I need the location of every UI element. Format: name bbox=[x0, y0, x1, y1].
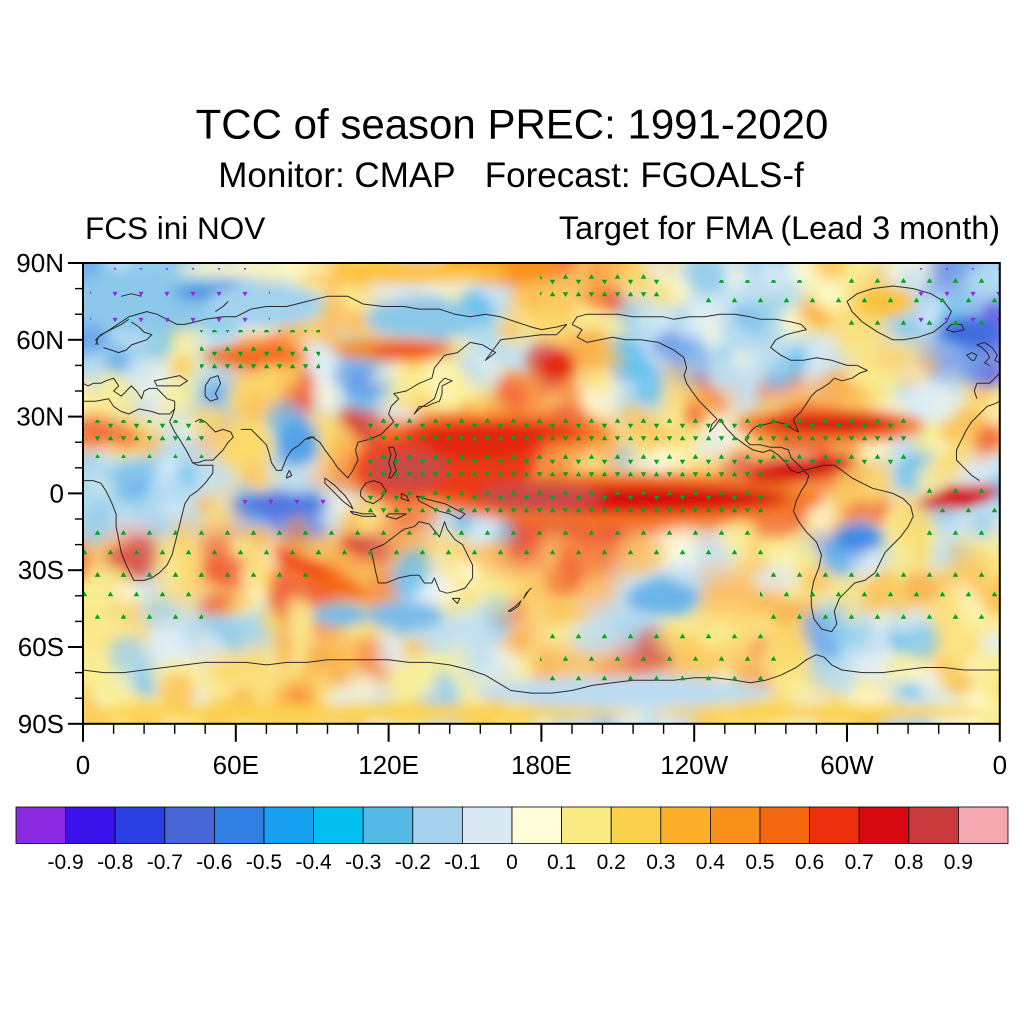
svg-text:-0.8: -0.8 bbox=[97, 851, 133, 874]
svg-text:30N: 30N bbox=[16, 402, 64, 432]
svg-text:-0.3: -0.3 bbox=[345, 851, 381, 874]
svg-text:60S: 60S bbox=[18, 632, 64, 662]
svg-text:0.3: 0.3 bbox=[646, 851, 675, 874]
svg-text:FCS ini NOV: FCS ini NOV bbox=[85, 210, 265, 246]
svg-text:120E: 120E bbox=[358, 750, 419, 780]
svg-text:-0.1: -0.1 bbox=[444, 851, 480, 874]
svg-text:30S: 30S bbox=[18, 555, 64, 585]
svg-text:0: 0 bbox=[993, 750, 1007, 780]
svg-text:0.9: 0.9 bbox=[944, 851, 973, 874]
svg-text:0: 0 bbox=[506, 851, 518, 874]
svg-text:120W: 120W bbox=[660, 750, 728, 780]
svg-text:0.2: 0.2 bbox=[597, 851, 626, 874]
svg-text:-0.5: -0.5 bbox=[246, 851, 282, 874]
svg-text:0.7: 0.7 bbox=[845, 851, 874, 874]
svg-text:-0.7: -0.7 bbox=[147, 851, 183, 874]
svg-text:-0.2: -0.2 bbox=[395, 851, 431, 874]
svg-text:60W: 60W bbox=[820, 750, 874, 780]
svg-text:TCC of season PREC: 1991-2020: TCC of season PREC: 1991-2020 bbox=[196, 101, 829, 148]
svg-text:0.5: 0.5 bbox=[745, 851, 774, 874]
svg-text:0: 0 bbox=[76, 750, 90, 780]
svg-text:90S: 90S bbox=[18, 709, 64, 739]
svg-text:0: 0 bbox=[50, 478, 64, 508]
svg-text:Target for FMA (Lead 3 month): Target for FMA (Lead 3 month) bbox=[559, 210, 1000, 246]
svg-text:0.6: 0.6 bbox=[795, 851, 824, 874]
svg-text:-0.9: -0.9 bbox=[48, 851, 84, 874]
svg-text:0.8: 0.8 bbox=[894, 851, 923, 874]
svg-text:-0.6: -0.6 bbox=[196, 851, 232, 874]
svg-text:180E: 180E bbox=[511, 750, 572, 780]
svg-text:90N: 90N bbox=[16, 248, 64, 278]
svg-text:-0.4: -0.4 bbox=[296, 851, 333, 874]
svg-text:Monitor: CMAP Forecast: FGOA: Monitor: CMAP Forecast: FGOALS-f bbox=[218, 156, 804, 195]
svg-text:0.4: 0.4 bbox=[696, 851, 726, 874]
svg-text:0.1: 0.1 bbox=[547, 851, 576, 874]
svg-text:60N: 60N bbox=[16, 325, 64, 355]
svg-text:60E: 60E bbox=[213, 750, 259, 780]
